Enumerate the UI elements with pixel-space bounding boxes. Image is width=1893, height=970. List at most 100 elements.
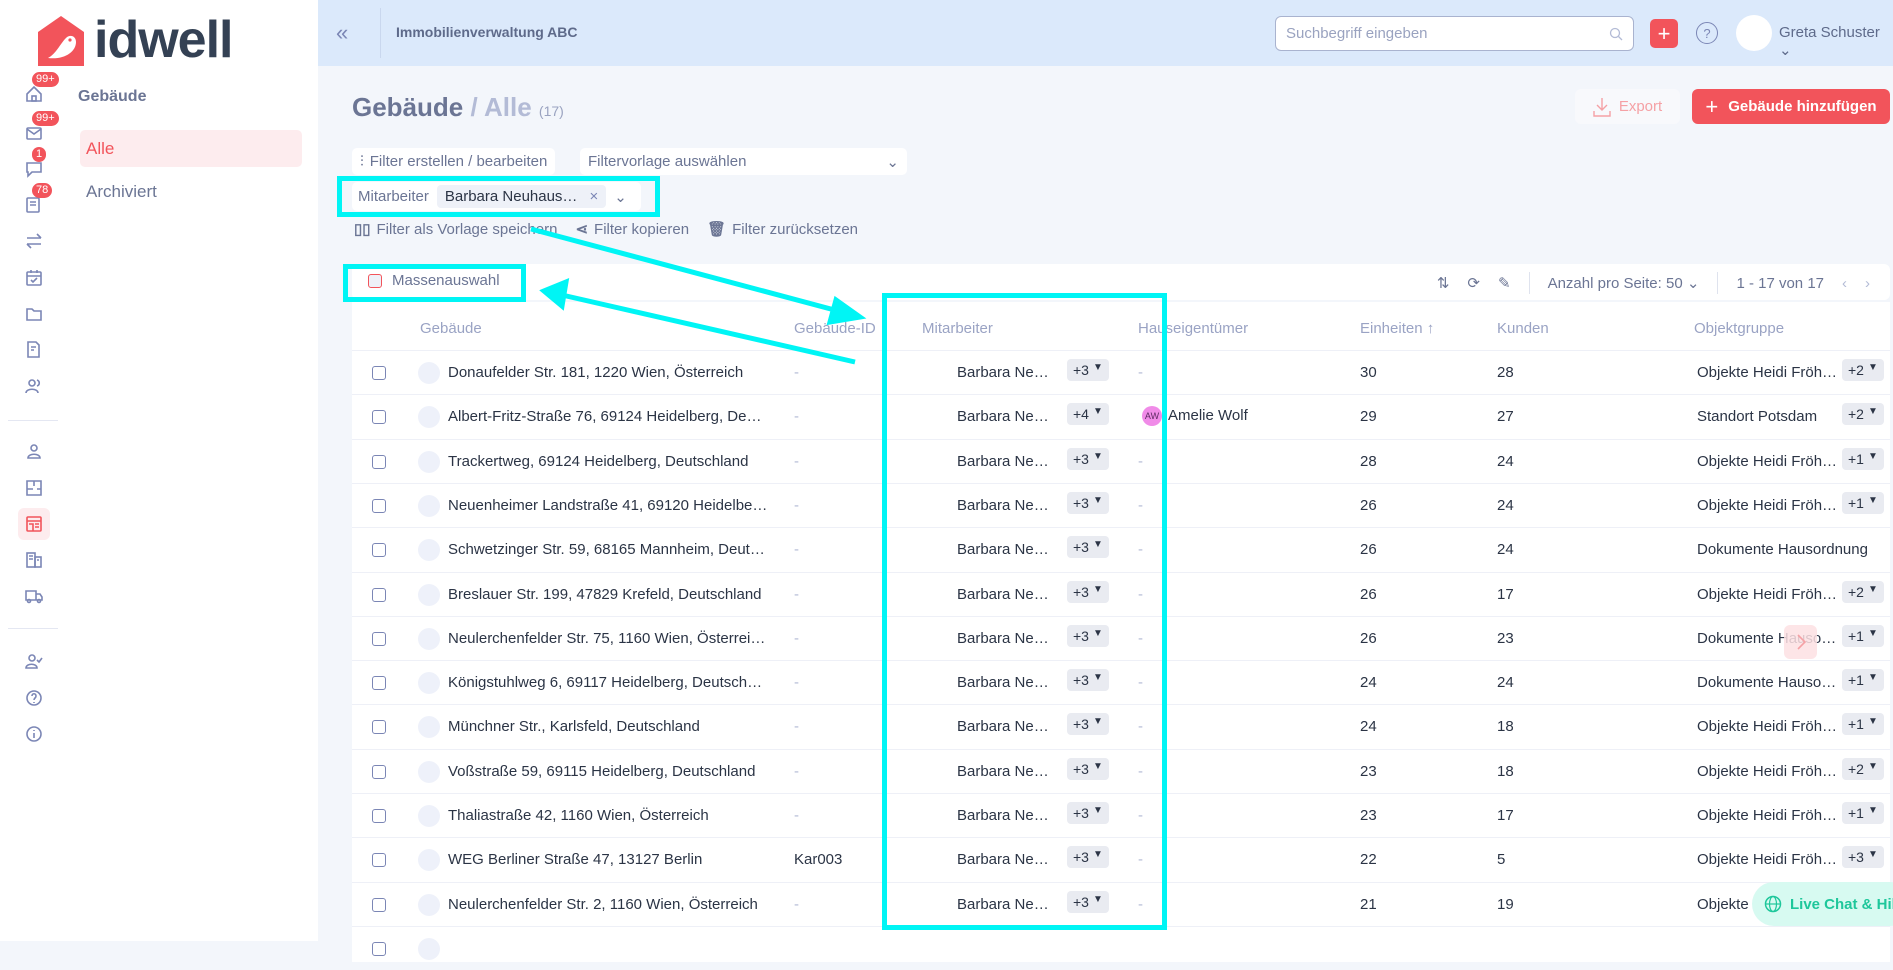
table-row[interactable]: Schwetzinger Str. 59, 68165 Mannheim, De… [352,527,1890,571]
add-building-button[interactable]: + Gebäude hinzufügen [1692,89,1890,124]
sidebar-help-button[interactable] [18,682,50,714]
sidebar-tasks-button[interactable]: 78 [18,183,53,221]
row-checkbox[interactable] [372,454,386,469]
building-address[interactable]: WEG Berliner Straße 47, 13127 Berlin [448,851,703,869]
column-header-hauseigentuemer[interactable]: Hauseigentümer [1138,320,1249,337]
active-filter[interactable]: Mitarbeiter Barbara Neuhaus… × ⌄ [352,182,641,211]
row-checkbox[interactable] [372,941,386,956]
row-checkbox[interactable] [372,809,386,823]
sidebar-mail-button[interactable]: 99+ [18,111,59,149]
chevron-down-icon[interactable]: ⌄ [614,188,627,206]
staff-more-badge[interactable]: +3 ▼ [1067,669,1109,692]
staff-more-badge[interactable]: +3 ▼ [1067,447,1109,470]
group-more-badge[interactable]: +2 ▼ [1842,359,1884,381]
edit-filter-button[interactable]: ⫶ Filter erstellen / bearbeiten [352,148,556,175]
group-more-badge[interactable]: +2 ▼ [1842,403,1884,426]
group-more-badge[interactable]: +1 ▼ [1842,802,1884,824]
row-checkbox[interactable] [372,587,386,602]
staff-more-badge[interactable]: +3 ▼ [1067,802,1109,824]
staff-more-badge[interactable]: +3 ▼ [1067,580,1109,603]
building-address[interactable]: Voßstraße 59, 69115 Heidelberg, Deutschl… [448,762,756,780]
building-address[interactable]: Albert-Fritz-Straße 76, 69124 Heidelberg… [448,408,762,426]
column-header-mitarbeiter[interactable]: Mitarbeiter [922,320,993,337]
building-address[interactable]: Neulerchenfelder Str. 75, 1160 Wien, Öst… [448,629,766,647]
sidebar-truck-button[interactable] [18,580,50,612]
group-more-badge[interactable]: +3 ▼ [1842,846,1884,869]
row-checkbox[interactable] [372,676,386,691]
mass-select-checkbox[interactable] [368,273,382,288]
mass-select[interactable]: Massenauswahl [368,272,500,289]
group-more-badge[interactable]: +2 ▼ [1842,580,1884,603]
live-chat-button[interactable]: Live Chat & Hilfe [1752,882,1893,926]
building-address[interactable]: Thaliastraße 42, 1160 Wien, Österreich [448,807,709,824]
table-row[interactable]: Albert-Fritz-Straße 76, 69124 Heidelberg… [352,394,1890,438]
building-address[interactable]: Neulerchenfelder Str. 2, 1160 Wien, Öste… [448,895,758,913]
row-checkbox[interactable] [372,631,386,646]
staff-more-badge[interactable]: +4 ▼ [1067,403,1109,426]
table-row[interactable]: Neuenheimer Landstraße 41, 69120 Heidelb… [352,482,1890,527]
building-address[interactable]: Königstuhlweg 6, 69117 Heidelberg, Deuts… [448,674,763,692]
staff-more-badge[interactable]: +3 ▼ [1067,536,1109,559]
building-address[interactable]: Donaufelder Str. 181, 1220 Wien, Österre… [448,364,744,381]
company-name[interactable]: Immobilienverwaltung ABC [396,24,578,40]
table-row[interactable]: Königstuhlweg 6, 69117 Heidelberg, Deuts… [352,660,1890,704]
collapse-sidebar-icon[interactable]: « [336,20,349,45]
sidebar-buildings-button[interactable] [18,544,50,576]
export-button[interactable]: Export [1575,89,1680,124]
sidebar-person-button[interactable] [18,435,50,467]
save-template-button[interactable]: ▯▯ Filter als Vorlage speichern [354,220,557,239]
group-more-badge[interactable]: +1 ▼ [1842,669,1884,692]
filter-template-select[interactable]: Filtervorlage auswählen ⌄ [580,148,907,175]
table-row[interactable]: Thaliastraße 42, 1160 Wien, Österreich - B… [352,793,1890,837]
sidebar-floorplan-button[interactable] [18,472,50,504]
table-row[interactable] [352,925,1890,970]
building-address[interactable]: Schwetzinger Str. 59, 68165 Mannheim, De… [448,541,765,559]
table-row[interactable]: Breslauer Str. 199, 47829 Krefeld, Deuts… [352,571,1890,616]
table-row[interactable]: Neulerchenfelder Str. 2, 1160 Wien, Öste… [352,881,1890,926]
row-checkbox[interactable] [372,897,386,912]
quick-add-button[interactable]: + [1650,19,1678,48]
sort-icon[interactable]: ⇅ [1436,275,1450,292]
row-checkbox[interactable] [372,853,386,868]
reset-filter-button[interactable]: 🗑 Filter zurücksetzen [707,220,858,239]
building-address[interactable]: Breslauer Str. 199, 47829 Krefeld, Deuts… [448,585,762,603]
column-header-objektgruppe[interactable]: Objektgruppe [1694,320,1785,337]
sidebar-storefront-button[interactable] [18,508,50,540]
sidebar-calendar-button[interactable] [18,262,50,294]
row-checkbox[interactable] [372,720,386,735]
user-menu[interactable]: Greta Schuster ⌄ [1779,24,1893,59]
building-address[interactable]: Münchner Str., Karlsfeld, Deutschland [448,718,700,736]
table-row[interactable]: Neulerchenfelder Str. 75, 1160 Wien, Öst… [352,615,1890,660]
staff-more-badge[interactable]: +3 ▼ [1067,890,1109,913]
table-row[interactable]: WEG Berliner Straße 47, 13127 Berlin Kar0… [352,837,1890,881]
group-more-badge[interactable]: +1 ▼ [1842,447,1884,470]
search-input[interactable] [1286,25,1586,42]
staff-more-badge[interactable]: +3 ▼ [1067,359,1109,381]
sidebar-folder-button[interactable] [18,298,50,330]
table-row[interactable]: Donaufelder Str. 181, 1220 Wien, Österre… [352,350,1890,394]
per-page-select[interactable]: Anzahl pro Seite: 50 ⌄ [1547,275,1700,292]
row-checkbox[interactable] [372,410,386,425]
sidebar-transfer-button[interactable] [18,225,50,257]
sidebar-chat-button[interactable]: 1 [18,147,50,185]
edit-icon[interactable]: ✎ [1498,275,1511,292]
sidebar-item-archiviert[interactable]: Archiviert [86,181,157,201]
group-more-badge[interactable]: +1 ▼ [1842,624,1884,647]
column-header-gebaeude-id[interactable]: Gebäude-ID [794,320,876,337]
prev-page-icon[interactable]: ‹ [1842,274,1847,292]
table-row[interactable]: Münchner Str., Karlsfeld, Deutschland - Ba… [352,704,1890,748]
scroll-right-button[interactable] [1784,625,1817,659]
table-row[interactable]: Trackertweg, 69124 Heidelberg, Deutschla… [352,438,1890,483]
column-header-einheiten[interactable]: Einheiten ↑ [1360,320,1435,337]
owner[interactable]: AW Amelie Wolf [1142,406,1248,427]
logo[interactable]: idwell [36,10,233,70]
row-checkbox[interactable] [372,366,386,380]
sidebar-info-button[interactable] [18,718,50,750]
table-row[interactable]: Voßstraße 59, 69115 Heidelberg, Deutschl… [352,748,1890,793]
building-address[interactable]: Trackertweg, 69124 Heidelberg, Deutschla… [448,452,749,470]
sidebar-document-edit-button[interactable] [18,334,50,366]
column-header-kunden[interactable]: Kunden [1497,320,1549,337]
staff-more-badge[interactable]: +3 ▼ [1067,624,1109,647]
staff-more-badge[interactable]: +3 ▼ [1067,757,1109,780]
user-avatar[interactable] [1736,15,1772,51]
